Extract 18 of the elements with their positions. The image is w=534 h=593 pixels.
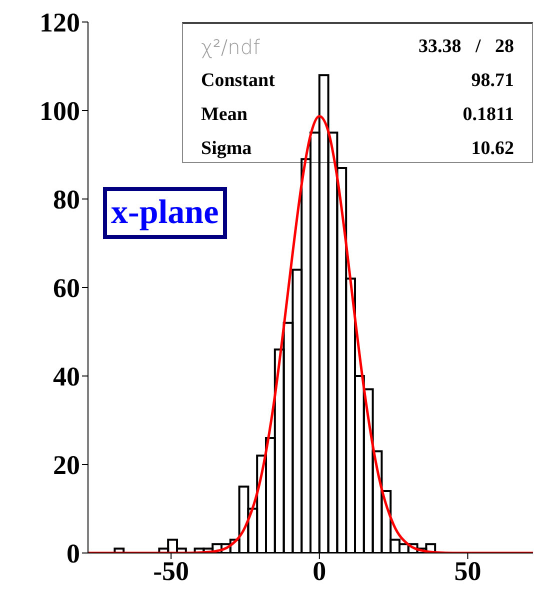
annotation: 33.38 / 28 [418,36,514,58]
y-tick-label: 40 [53,362,80,392]
annotation: χ²/ndf [201,35,260,59]
annotation: 0.1811 [462,104,514,126]
annotation: 10.62 [471,138,514,160]
y-tick-label: 100 [40,96,80,126]
x-tick-label: -50 [153,556,190,586]
x-tick-label: 50 [454,556,482,586]
annotation: Mean [201,104,248,126]
annotation: x-plane [103,187,227,239]
annotation: 98.71 [471,70,514,92]
y-tick-label: 20 [53,450,80,480]
x-tick-label: 0 [312,556,326,586]
y-tick-label: 80 [53,184,80,215]
y-tick-label: 120 [40,8,80,38]
annotation: Constant [201,70,275,92]
y-tick-label: 60 [53,273,80,304]
annotation: Sigma [201,138,252,160]
